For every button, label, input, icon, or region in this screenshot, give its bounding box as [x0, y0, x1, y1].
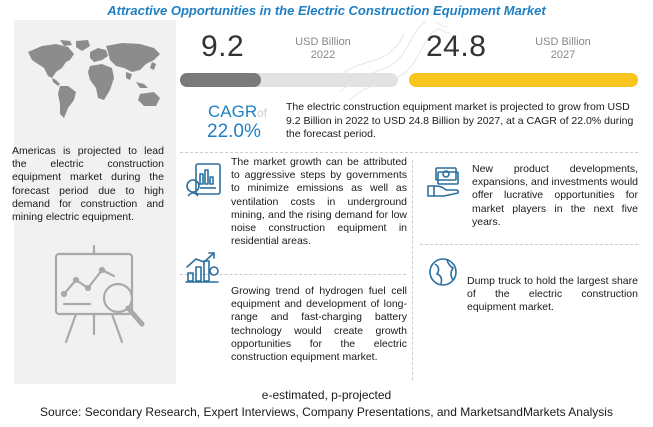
- money-hand-icon: [427, 167, 460, 197]
- insight-hydrogen: Growing trend of hydrogen fuel cell equi…: [231, 285, 407, 364]
- bar-2022-fill: [180, 73, 261, 87]
- middle-left-divider: [180, 274, 406, 275]
- vertical-divider: [412, 160, 413, 380]
- left-panel: [14, 20, 176, 384]
- top-divider: [180, 152, 638, 153]
- chart-document-icon: [186, 163, 221, 197]
- cagr-value: 22.0%: [207, 121, 261, 142]
- middle-right-divider: [420, 244, 638, 245]
- americas-note: Americas is projected to lead the electr…: [12, 145, 164, 224]
- decorative-lines: [333, 22, 450, 101]
- unit-2027: USD Billion 2027: [535, 36, 591, 61]
- insight-government: The market growth can be attributed to a…: [231, 156, 407, 248]
- cagr-of: of: [257, 106, 268, 120]
- value-2022: 9.2: [201, 30, 245, 63]
- projection-text: The electric construction equipment mark…: [286, 101, 634, 140]
- footnote: e-estimated, p-projected: [261, 388, 392, 402]
- analytics-board-icon: [54, 244, 145, 344]
- cagr-label: CAGR: [208, 102, 258, 121]
- growth-chart-icon: [185, 252, 219, 283]
- insight-new-product: New product developments, expansions, an…: [472, 163, 638, 228]
- bar-2027-fill: [409, 73, 638, 87]
- world-map-icon: [28, 40, 160, 118]
- globe-icon: [429, 258, 457, 286]
- insight-dump-truck: Dump truck to hold the largest share of …: [467, 275, 638, 314]
- unit-2022: USD Billion 2022: [295, 36, 351, 61]
- value-2027: 24.8: [426, 30, 487, 63]
- page-title: Attractive Opportunities in the Electric…: [107, 3, 546, 18]
- source-note: Source: Secondary Research, Expert Inter…: [40, 405, 613, 419]
